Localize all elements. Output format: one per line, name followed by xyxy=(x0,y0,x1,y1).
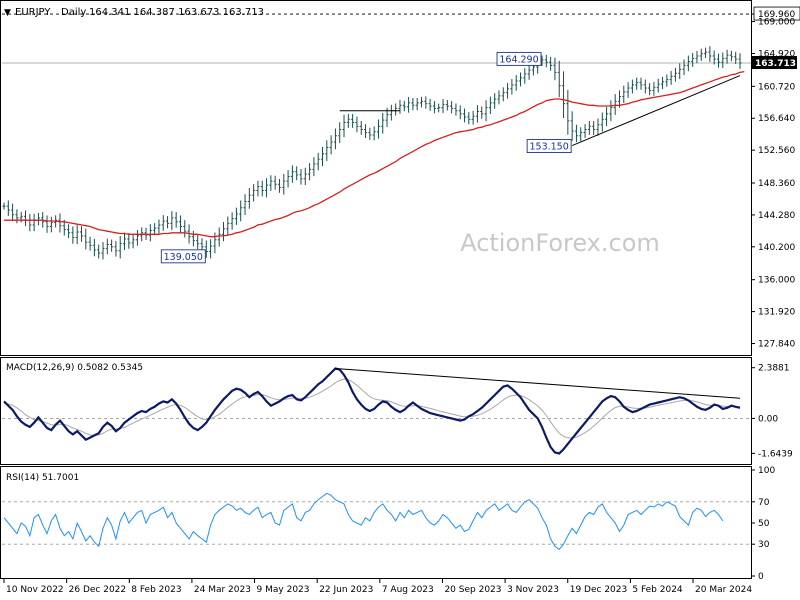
rsi-main-line xyxy=(3,492,724,551)
rsi-grid xyxy=(2,501,751,545)
price-tick-label: 127.840 xyxy=(758,340,795,350)
price-tick-label: 144.280 xyxy=(758,211,795,221)
price-tick-label: 148.360 xyxy=(758,179,795,189)
x-tick-label: 24 Mar 2023 xyxy=(194,585,251,595)
x-tick-label: 5 Feb 2024 xyxy=(632,585,683,595)
price-tick-label: 156.640 xyxy=(758,114,795,124)
x-tick-label: 10 Nov 2022 xyxy=(6,585,64,595)
x-tick-label: 3 Nov 2023 xyxy=(507,585,559,595)
rsi-tick-label: 70 xyxy=(758,498,770,508)
moving-average-line xyxy=(4,70,745,238)
rsi-line xyxy=(3,492,724,551)
price-tick-label: 160.720 xyxy=(758,82,795,92)
annotation-label: 139.050 xyxy=(164,252,203,263)
x-tick-label: 26 Dec 2022 xyxy=(69,585,127,595)
macd-signal-line xyxy=(3,378,741,439)
macd-axis: 2.3881 0.00 -1.6439 xyxy=(751,364,793,459)
timeframe-label: Daily xyxy=(61,7,86,18)
x-tick-label: 7 Aug 2023 xyxy=(382,585,434,595)
x-tick-label: 20 Sep 2023 xyxy=(444,585,501,595)
price-tick-label: 131.920 xyxy=(758,308,795,318)
ema-line xyxy=(4,70,745,238)
chart-header: ▼ EURJPY Daily 164.341 164.387 163.673 1… xyxy=(4,7,264,18)
x-axis: 10 Nov 2022 26 Dec 2022 8 Feb 2023 24 Mar 2… xyxy=(3,579,752,595)
macd-main-line xyxy=(3,367,741,455)
x-tick-label: 22 Jun 2023 xyxy=(319,585,373,595)
annotation-box xyxy=(526,139,572,153)
rsi-tick-label: 30 xyxy=(758,540,770,550)
price-tick-label: 152.560 xyxy=(758,146,795,156)
macd-tick-label: 2.3881 xyxy=(758,364,790,374)
rsi-tick-label: 0 xyxy=(758,572,764,582)
annotation-label: 164.290 xyxy=(499,54,538,65)
instrument-label: EURJPY xyxy=(15,7,51,18)
rsi-tick-label: 50 xyxy=(758,519,770,529)
macd-panel-frame xyxy=(0,357,752,465)
x-tick-label: 19 Dec 2023 xyxy=(570,585,628,595)
header-arrow-icon: ▼ xyxy=(4,8,11,18)
price-level-tag xyxy=(753,6,800,21)
price-panel-frame xyxy=(0,0,752,356)
annotation-box xyxy=(496,51,542,66)
macd-label: MACD(12,26,9) 0.5082 0.5345 xyxy=(6,363,143,373)
macd-trendline xyxy=(335,368,741,399)
price-grid xyxy=(2,13,751,64)
annotation-label: 153.150 xyxy=(529,142,568,153)
price-tick-label: 164.920 xyxy=(758,49,795,59)
trend-lines xyxy=(339,75,741,146)
macd-lines xyxy=(3,367,741,455)
header-values-label: 164.341 164.387 163.673 163.713 xyxy=(89,7,264,18)
annotation-box xyxy=(160,249,206,264)
macd-tick-label: -1.6439 xyxy=(758,449,793,459)
rsi-axis: 100 70 50 30 0 xyxy=(751,466,775,582)
x-tick-label: 8 Feb 2023 xyxy=(131,585,181,595)
watermark-text: ActionForex.com xyxy=(460,229,660,257)
rsi-tick-label: 100 xyxy=(758,466,775,476)
price-tick-label: 140.200 xyxy=(758,243,795,253)
rsi-label: RSI(14) 51.7001 xyxy=(6,473,79,483)
last-price-label: 163.713 xyxy=(755,59,796,69)
x-tick-label: 20 Mar 2024 xyxy=(695,585,752,595)
price-tick-label: 169.000 xyxy=(758,18,795,28)
last-price-tag xyxy=(752,56,797,70)
support-trendline xyxy=(571,75,741,146)
price-tick-label: 136.000 xyxy=(758,276,795,286)
macd-tick-label: 0.00 xyxy=(758,414,778,424)
price-tick-label: 169.960 xyxy=(758,10,795,20)
price-annotations: 164.290 153.150 139.050 xyxy=(160,51,572,264)
x-tick-label: 9 May 2023 xyxy=(257,585,310,595)
